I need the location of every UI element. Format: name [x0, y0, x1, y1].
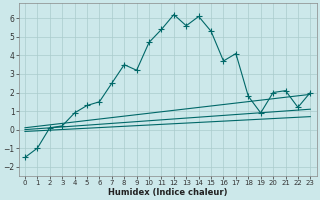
X-axis label: Humidex (Indice chaleur): Humidex (Indice chaleur): [108, 188, 228, 197]
